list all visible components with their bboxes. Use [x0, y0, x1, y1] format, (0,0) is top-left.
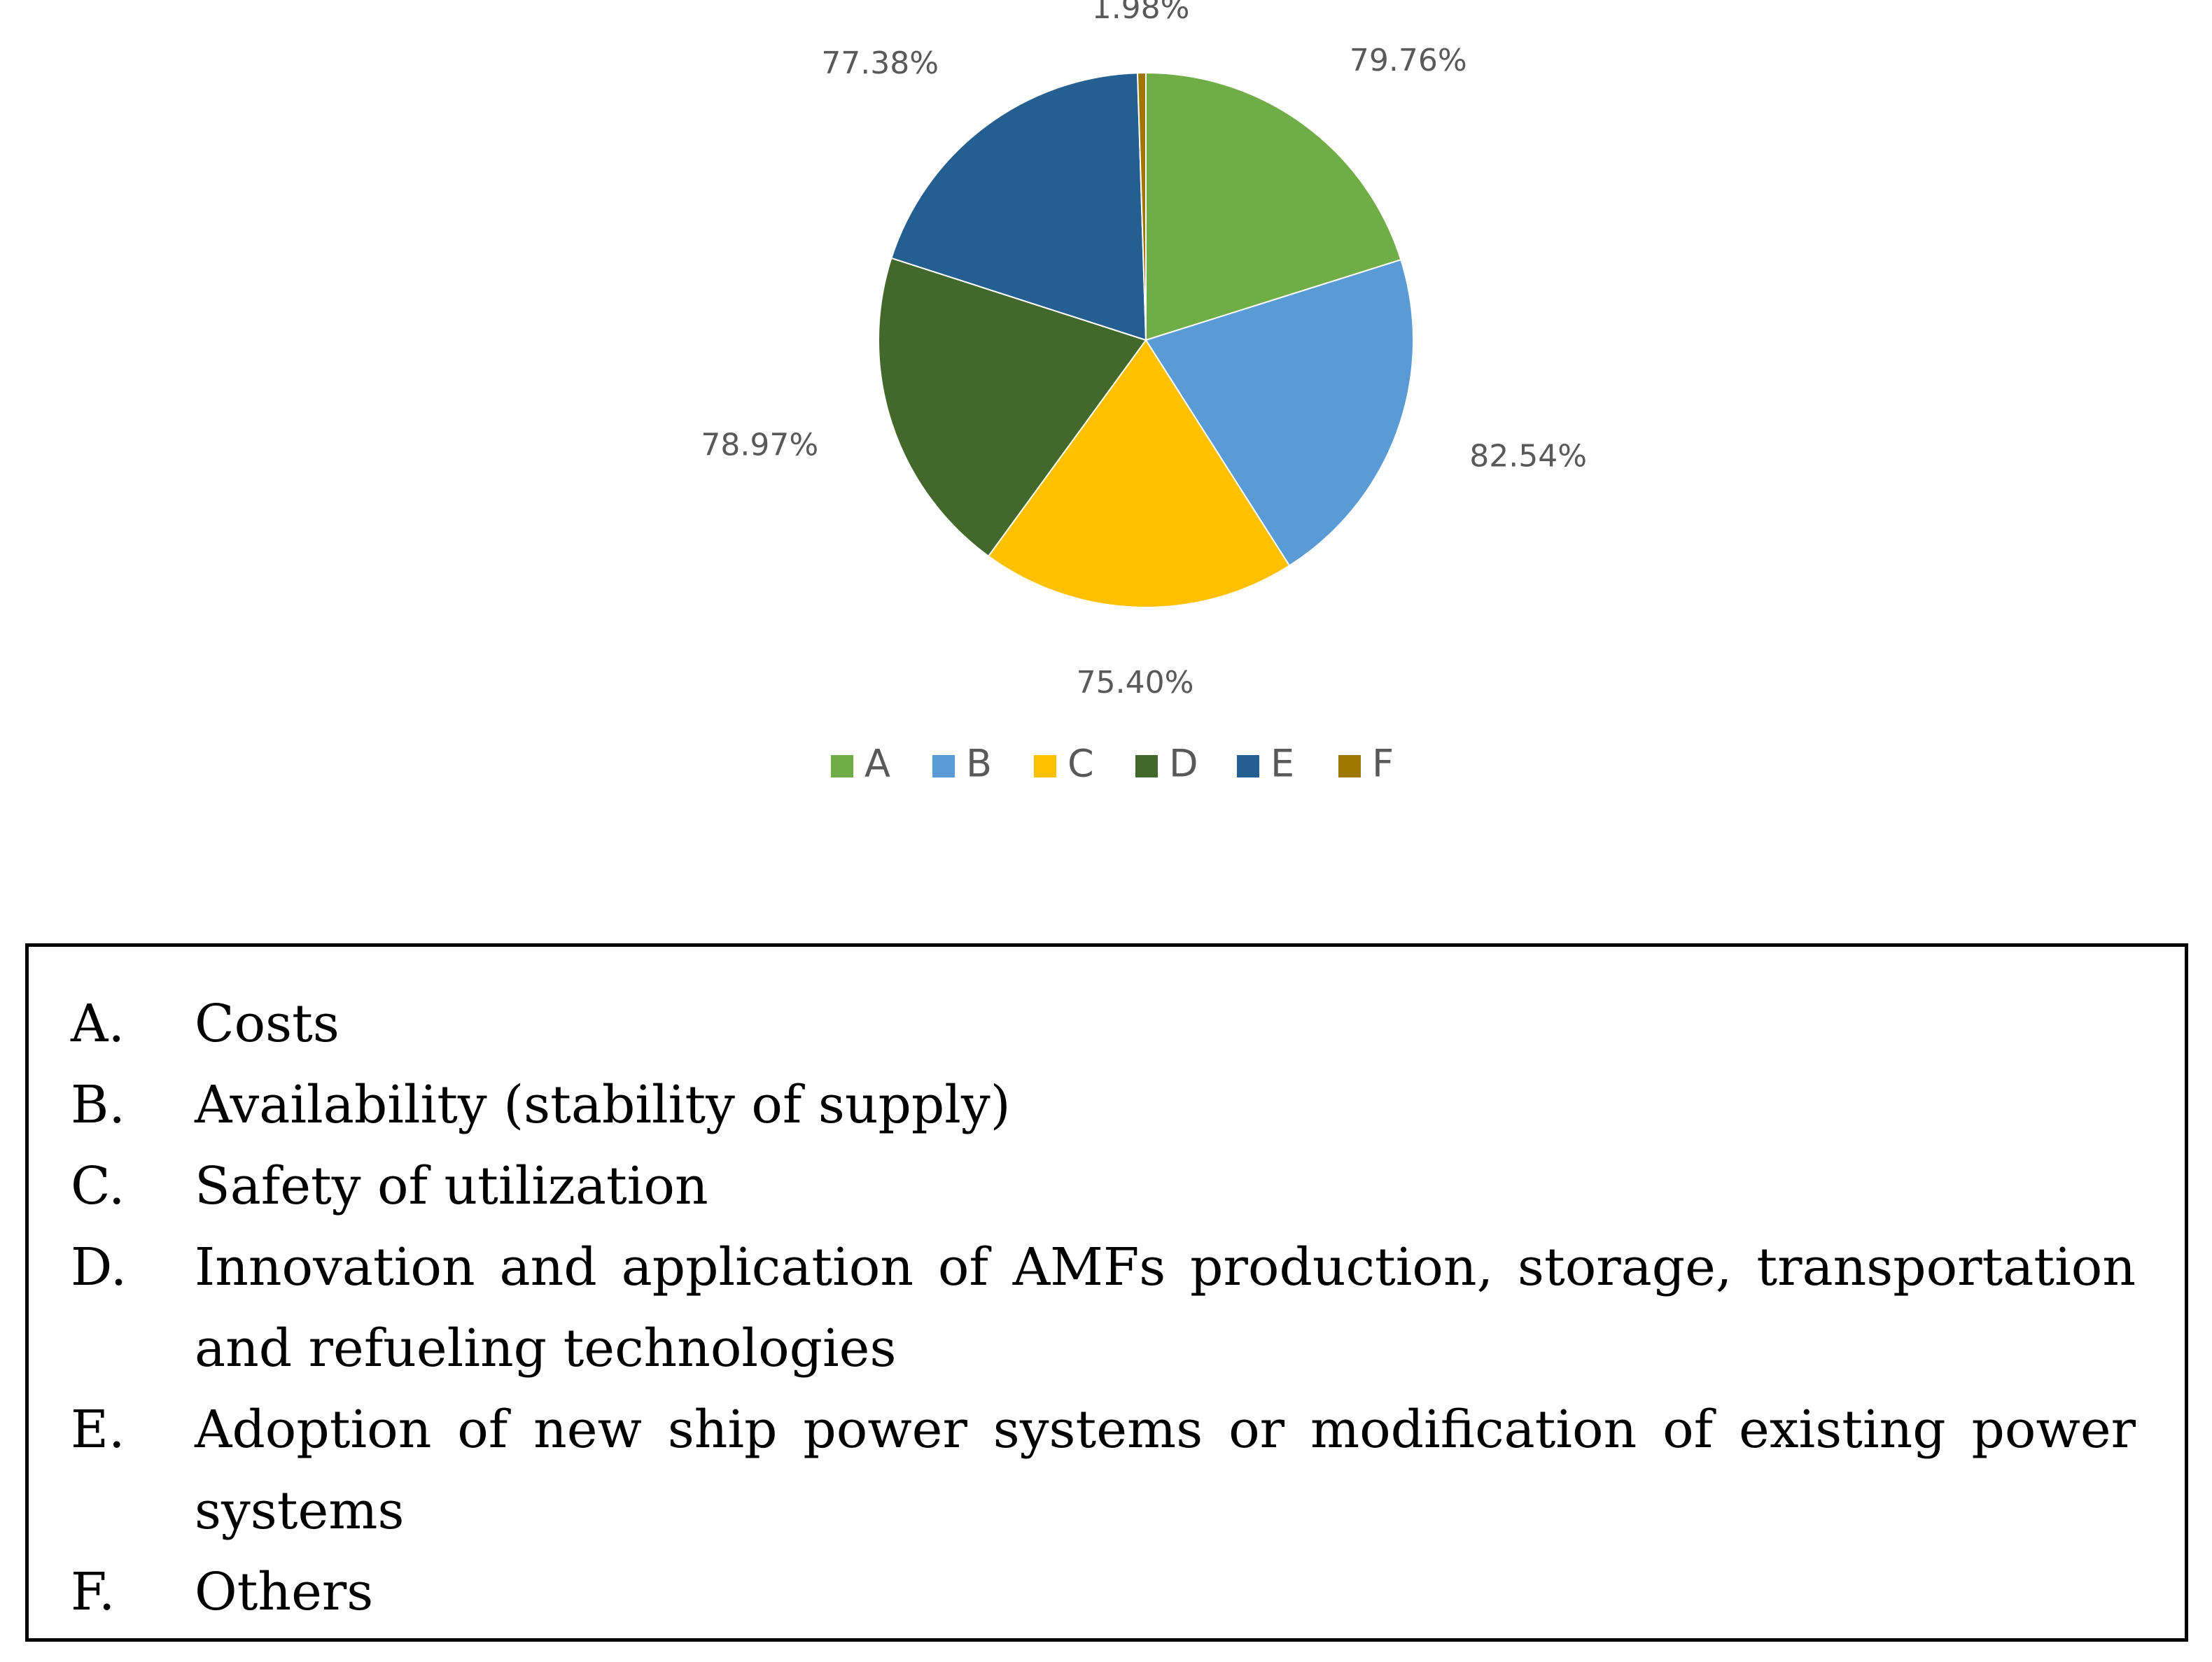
- chart-legend: A B C D E F: [831, 742, 1394, 786]
- legend-item-b: B: [932, 742, 992, 786]
- key-description: Availability (stability of supply): [195, 1075, 1011, 1135]
- legend-swatch-d: [1135, 755, 1158, 777]
- pie-chart: 79.76% 82.54% 75.40% 78.97% 77.38% 1.98% A B C D…: [701, 0, 1587, 786]
- key-description: Costs: [195, 994, 340, 1054]
- legend-item-d: D: [1135, 742, 1198, 786]
- legend-label-a: A: [864, 742, 890, 786]
- key-letter: B.: [71, 1075, 125, 1135]
- key-letter: F.: [71, 1562, 115, 1622]
- legend-swatch-e: [1237, 755, 1259, 777]
- key-description: Innovation and application of AMFs produ…: [195, 1237, 2136, 1379]
- legend-swatch-b: [932, 755, 955, 777]
- key-description: Safety of utilization: [195, 1156, 708, 1216]
- legend-swatch-c: [1034, 755, 1056, 777]
- key-description: Adoption of new ship power systems or mo…: [195, 1400, 2136, 1541]
- pie-slice-b: [1144, 258, 1414, 567]
- key-letter: A.: [71, 994, 125, 1054]
- legend-label-c: C: [1068, 742, 1094, 786]
- pie-slice-a: [1145, 71, 1402, 341]
- pie-data-labels: 79.76% 82.54% 75.40% 78.97% 77.38% 1.98%: [701, 0, 1587, 700]
- legend-label-f: F: [1372, 742, 1394, 786]
- data-label-a: 79.76%: [1350, 43, 1467, 78]
- pie-slice-d: [878, 257, 1147, 558]
- legend-label-e: E: [1270, 742, 1294, 786]
- legend-item-e: E: [1237, 742, 1294, 786]
- data-label-c: 75.40%: [1077, 665, 1194, 700]
- legend-item-f: F: [1338, 742, 1394, 786]
- pie-slice-e: [890, 72, 1147, 341]
- data-label-e: 77.38%: [821, 45, 939, 81]
- data-label-b: 82.54%: [1469, 438, 1587, 474]
- category-key-box: A. Costs B. Availability (stability of s…: [25, 943, 2188, 1642]
- key-letter: E.: [71, 1400, 125, 1460]
- legend-item-c: C: [1034, 742, 1094, 786]
- data-label-d: 78.97%: [701, 427, 818, 463]
- legend-swatch-a: [831, 755, 853, 777]
- key-description: Others: [195, 1562, 374, 1622]
- pie-slice-f: [1136, 71, 1147, 341]
- legend-label-b: B: [966, 742, 992, 786]
- pie-slices: [878, 71, 1414, 608]
- key-letter: C.: [71, 1156, 125, 1216]
- legend-label-d: D: [1169, 742, 1198, 786]
- data-label-f: 1.98%: [1092, 0, 1190, 26]
- legend-swatch-f: [1338, 755, 1361, 777]
- key-letter: D.: [71, 1237, 127, 1297]
- pie-slice-c: [987, 339, 1291, 608]
- legend-item-a: A: [831, 742, 890, 786]
